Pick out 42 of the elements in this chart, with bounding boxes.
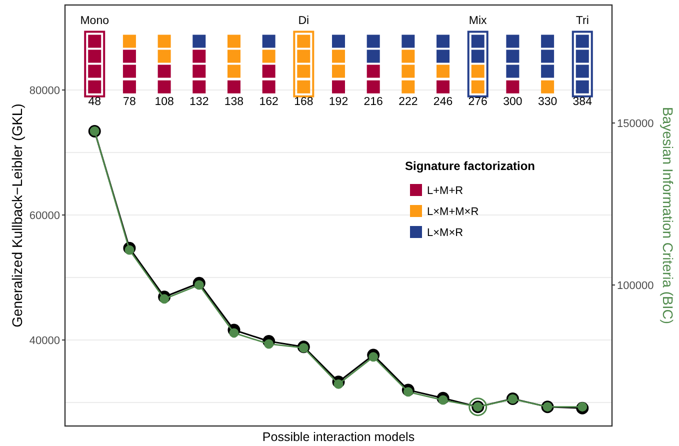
y2-tick-label: 150000 xyxy=(617,118,654,130)
y2-tick-label: 100000 xyxy=(617,280,654,292)
x-tick-label: 384 xyxy=(572,96,593,108)
point xyxy=(194,280,204,290)
annotation: Di xyxy=(298,14,310,27)
x-tick-label: 48 xyxy=(88,96,102,108)
legend-label: L×M×R xyxy=(427,227,464,239)
point xyxy=(298,343,308,353)
x-tick-label: 330 xyxy=(538,96,558,108)
x-tick-label: 162 xyxy=(259,96,278,108)
x-tick-label: 192 xyxy=(328,96,348,108)
x-tick-label: 300 xyxy=(503,96,522,108)
x-tick-label: 216 xyxy=(364,96,383,108)
y-tick-label: 40000 xyxy=(29,335,60,347)
x-tick-label: 168 xyxy=(294,96,314,108)
y2-axis-title: Bayesian Information Criteria (BIC) xyxy=(660,106,676,324)
point xyxy=(368,352,378,362)
x-tick-label: 132 xyxy=(190,96,209,108)
x-tick-label: 222 xyxy=(398,96,418,108)
y-tick-label: 80000 xyxy=(29,85,60,97)
x-tick-label: 276 xyxy=(468,96,488,108)
point xyxy=(578,402,588,412)
x-tick-label: 138 xyxy=(224,96,244,108)
point xyxy=(160,294,170,304)
point xyxy=(334,379,344,389)
point xyxy=(229,328,239,338)
x-tick-label: 108 xyxy=(154,96,174,108)
y-axis-title: Generalized Kullback−Leibler (GKL) xyxy=(9,104,25,328)
y-tick-label: 60000 xyxy=(29,210,60,222)
point xyxy=(438,395,448,405)
legend-title: Signature factorization xyxy=(405,159,536,173)
x-tick-label: 78 xyxy=(123,96,136,108)
annotation: Tri xyxy=(576,14,589,27)
annotation: Mix xyxy=(468,14,488,27)
point xyxy=(264,339,274,349)
point xyxy=(124,245,134,255)
legend-label: L×M+M×R xyxy=(427,206,479,218)
x-axis-title: Possible interaction models xyxy=(262,430,415,444)
point xyxy=(403,387,413,397)
x-tick-label: 246 xyxy=(433,96,453,108)
legend-label: L+M+R xyxy=(427,185,464,197)
annotation: Mono xyxy=(80,14,110,27)
